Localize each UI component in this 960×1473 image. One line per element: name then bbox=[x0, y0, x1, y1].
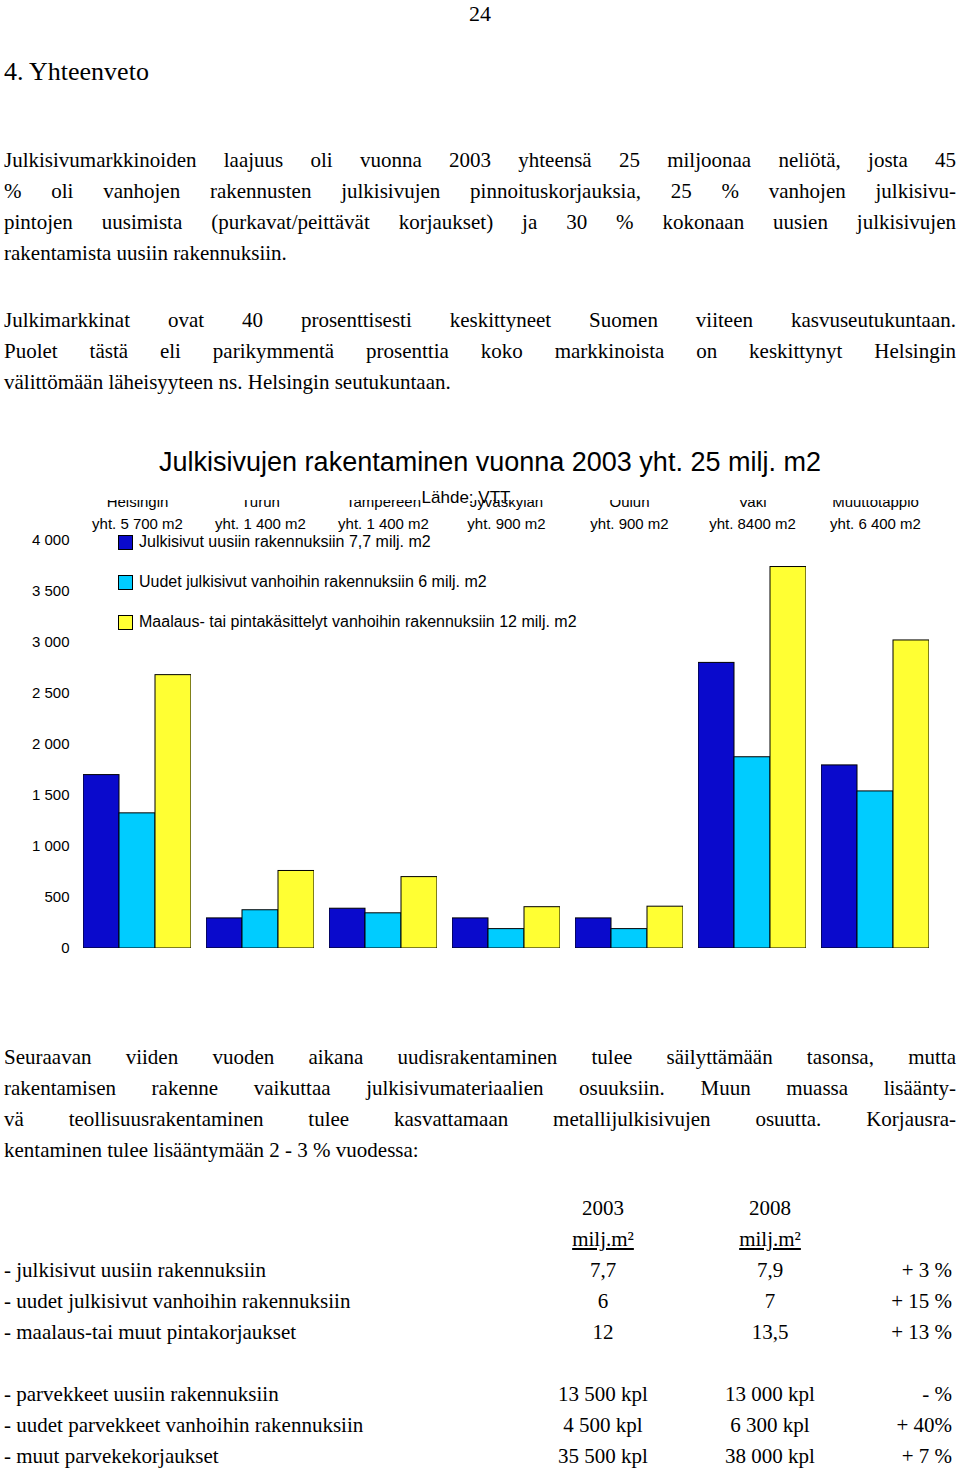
svg-text:1 000: 1 000 bbox=[32, 837, 70, 854]
html-text:38 000 kpl: 38 000 kpl bbox=[725, 1443, 815, 1468]
html-text:rakentamista uusiin rakennuksi: rakentamista uusiin rakennuksiin. bbox=[4, 240, 287, 265]
svg-text:Turunyht. 1 400 m2: Turunyht. 1 400 m2 bbox=[215, 500, 306, 532]
html-text:+ 3 %: + 3 % bbox=[901, 1257, 952, 1282]
html-text:- julkisivut uusiin rakennuksi: - julkisivut uusiin rakennuksiin bbox=[4, 1257, 266, 1282]
html-text:7,7: 7,7 bbox=[589, 1257, 617, 1282]
svg-text:Muuttotappioyht. 6 400 m2: Muuttotappioyht. 6 400 m2 bbox=[830, 500, 921, 532]
svg-text:3 500: 3 500 bbox=[32, 582, 70, 599]
html-text:2008: 2008 bbox=[749, 1195, 791, 1220]
html-text:Seuraavan viiden vuoden aikana: Seuraavan viiden vuoden aikana uudisrake… bbox=[4, 1044, 956, 1069]
html-text:rakentamisen rakenne vaikuttaa: rakentamisen rakenne vaikuttaa julkisivu… bbox=[4, 1075, 956, 1100]
html-text:+ 40%: + 40% bbox=[896, 1412, 952, 1437]
html-text:+ 13 %: + 13 % bbox=[891, 1319, 952, 1344]
html-text:- uudet julkisivut vanhoihin r: - uudet julkisivut vanhoihin rakennuksii… bbox=[4, 1288, 351, 1313]
svg-text:500: 500 bbox=[44, 888, 69, 905]
svg-text:1 500: 1 500 bbox=[32, 786, 70, 803]
html-text:13 500 kpl: 13 500 kpl bbox=[558, 1381, 648, 1406]
svg-text:Vakiyht. 8400 m2: Vakiyht. 8400 m2 bbox=[709, 500, 796, 532]
html-text:13,5: 13,5 bbox=[751, 1319, 789, 1344]
html-text:Lähde: VTT: Lähde: VTT bbox=[421, 488, 511, 507]
html-text:% oli vanhojen rakennusten jul: % oli vanhojen rakennusten julkisivujen … bbox=[4, 178, 956, 203]
svg-text:Helsinginyht. 5 700 m2: Helsinginyht. 5 700 m2 bbox=[92, 500, 183, 532]
html-text:12: 12 bbox=[592, 1319, 614, 1344]
html-text:6: 6 bbox=[597, 1288, 609, 1313]
svg-text:Oulunyht. 900 m2: Oulunyht. 900 m2 bbox=[590, 500, 668, 532]
html-text:+ 7 %: + 7 % bbox=[901, 1443, 952, 1468]
html-text:milj.m²: milj.m² bbox=[739, 1226, 801, 1251]
html-text:- maalaus-tai muut pintakorjau: - maalaus-tai muut pintakorjaukset bbox=[4, 1319, 297, 1344]
svg-text:3 000: 3 000 bbox=[32, 633, 70, 650]
html-text:7,9: 7,9 bbox=[756, 1257, 784, 1282]
html-text:kentaminen tulee lisääntymään: kentaminen tulee lisääntymään 2 - 3 % vu… bbox=[4, 1137, 419, 1162]
html-text:pintojen uusimista (purkavat/p: pintojen uusimista (purkavat/peittävät k… bbox=[4, 209, 956, 234]
html-text:milj.m²: milj.m² bbox=[572, 1226, 634, 1251]
html-text:- uudet parvekkeet vanhoihin r: - uudet parvekkeet vanhoihin rakennuksii… bbox=[4, 1412, 364, 1437]
svg-text:2 500: 2 500 bbox=[32, 684, 70, 701]
html-text:6 300 kpl: 6 300 kpl bbox=[730, 1412, 810, 1437]
html-text:Uudet julkisivut vanhoihin rak: Uudet julkisivut vanhoihin rakennuksiin … bbox=[139, 573, 487, 590]
html-text:Julkisivut uusiin rakennuksiin: Julkisivut uusiin rakennuksiin 7,7 milj.… bbox=[139, 533, 431, 550]
html-text:- muut parvekekorjaukset: - muut parvekekorjaukset bbox=[4, 1443, 219, 1468]
html-text:2003: 2003 bbox=[582, 1195, 624, 1220]
html-text:vä teollisuusrakentaminen tule: vä teollisuusrakentaminen tulee kasvatta… bbox=[4, 1106, 956, 1131]
html-text:Maalaus- tai pintakäsittelyt v: Maalaus- tai pintakäsittelyt vanhoihin r… bbox=[139, 613, 577, 630]
html-text:Julkisivujen rakentaminen vuon: Julkisivujen rakentaminen vuonna 2003 yh… bbox=[159, 447, 821, 477]
html-text:4. Yhteenveto: 4. Yhteenveto bbox=[4, 57, 149, 86]
html-text:Julkimarkkinat ovat 40 prosent: Julkimarkkinat ovat 40 prosenttisesti ke… bbox=[4, 307, 956, 332]
svg-text:Tampereenyht. 1 400 m2: Tampereenyht. 1 400 m2 bbox=[338, 500, 429, 532]
html-text:+ 15 %: + 15 % bbox=[891, 1288, 952, 1313]
html-text:Julkisivumarkkinoiden laajuus: Julkisivumarkkinoiden laajuus oli vuonna… bbox=[4, 147, 956, 172]
html-text:Puolet tästä eli parikymmentä: Puolet tästä eli parikymmentä prosenttia… bbox=[4, 338, 956, 363]
html-text:35 500 kpl: 35 500 kpl bbox=[558, 1443, 648, 1468]
html-text:24: 24 bbox=[469, 1, 491, 26]
svg-text:4 000: 4 000 bbox=[32, 531, 70, 548]
svg-text:Jyväskylänyht. 900 m2: Jyväskylänyht. 900 m2 bbox=[467, 500, 545, 532]
html-text:13 000 kpl: 13 000 kpl bbox=[725, 1381, 815, 1406]
html-text:välittömään läheisyyteen ns. H: välittömään läheisyyteen ns. Helsingin s… bbox=[4, 369, 451, 394]
svg-text:2 000: 2 000 bbox=[32, 735, 70, 752]
html-text:7: 7 bbox=[764, 1288, 776, 1313]
html-text:4 500 kpl: 4 500 kpl bbox=[563, 1412, 643, 1437]
svg-text:0: 0 bbox=[61, 939, 69, 956]
html-text:- parvekkeet uusiin rakennuksi: - parvekkeet uusiin rakennuksiin bbox=[4, 1381, 279, 1406]
